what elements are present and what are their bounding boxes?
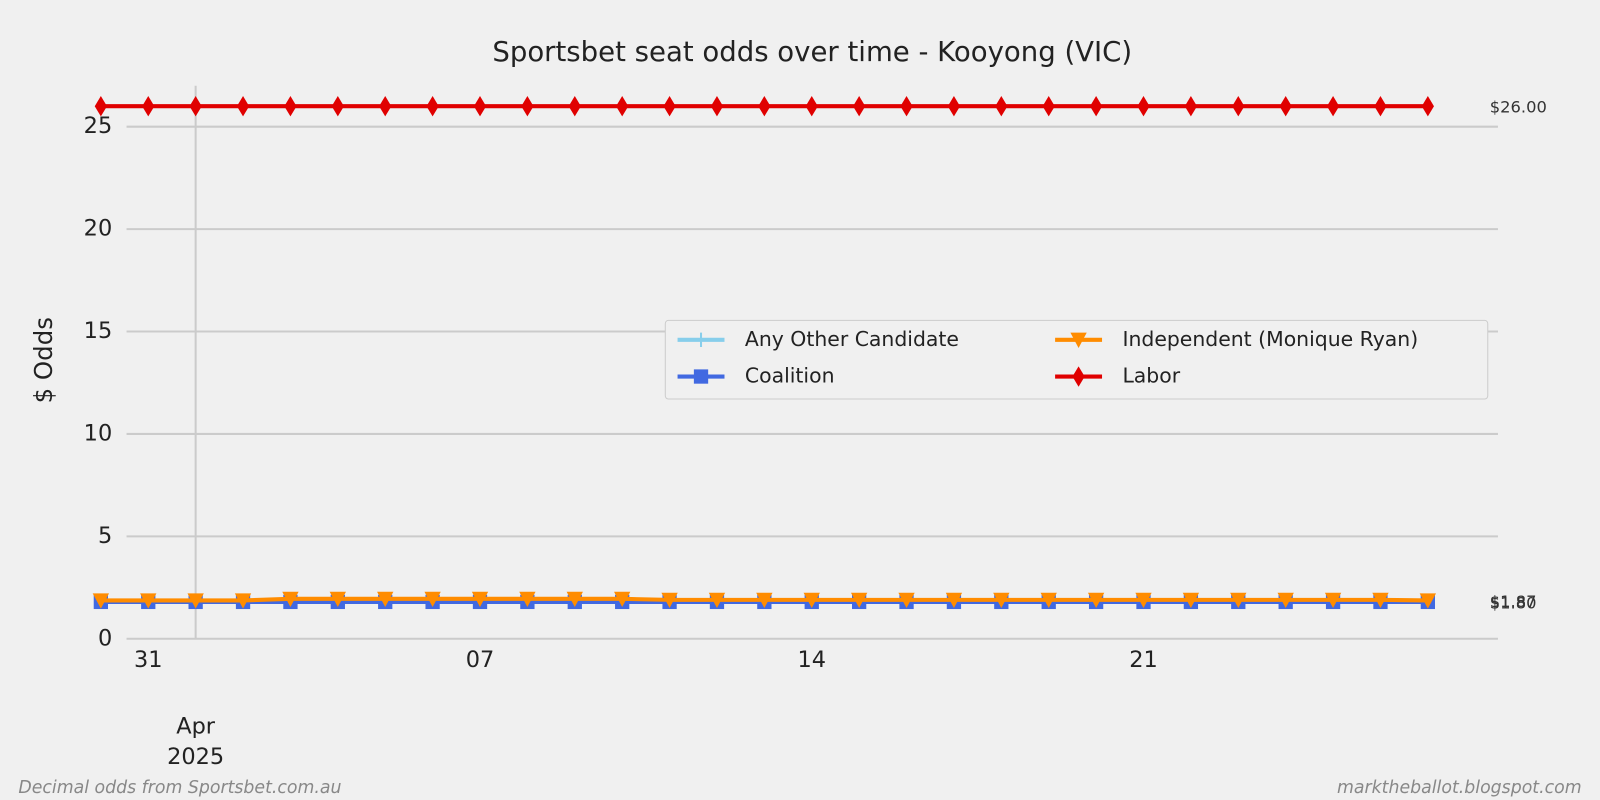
marker bbox=[614, 591, 631, 607]
marker bbox=[850, 592, 868, 609]
marker bbox=[616, 95, 629, 117]
legend-label: Coalition bbox=[745, 364, 835, 388]
y-tick-label: 10 bbox=[84, 420, 113, 446]
marker bbox=[1182, 592, 1200, 609]
marker bbox=[945, 592, 963, 609]
marker bbox=[379, 95, 392, 117]
marker bbox=[756, 592, 773, 609]
marker bbox=[661, 592, 678, 609]
marker bbox=[993, 592, 1010, 609]
marker bbox=[236, 95, 250, 117]
legend-label: Independent (Monique Ryan) bbox=[1122, 327, 1418, 351]
marker bbox=[663, 95, 676, 117]
marker bbox=[140, 593, 157, 609]
marker bbox=[189, 95, 202, 117]
legend: Any Other Candidate Coalition Independent … bbox=[664, 319, 1489, 400]
marker bbox=[234, 593, 252, 609]
marker bbox=[898, 592, 915, 609]
legend-label: Labor bbox=[1122, 364, 1180, 388]
marker bbox=[519, 591, 536, 607]
marker bbox=[1419, 593, 1437, 609]
marker bbox=[331, 95, 344, 117]
marker bbox=[94, 95, 107, 117]
marker bbox=[1279, 95, 1292, 117]
x-tick-label: 14 bbox=[797, 647, 826, 673]
marker bbox=[426, 95, 439, 117]
marker bbox=[805, 95, 818, 117]
end-label: $26.00 bbox=[1490, 98, 1547, 117]
footer-site: marktheballot.blogspot.com bbox=[1337, 778, 1582, 798]
marker bbox=[1087, 592, 1105, 609]
y-tick-label: 0 bbox=[98, 625, 112, 651]
legend-box bbox=[664, 319, 1489, 400]
marker bbox=[758, 95, 771, 117]
marker bbox=[1072, 366, 1085, 387]
marker bbox=[1324, 592, 1342, 609]
marker bbox=[471, 591, 489, 607]
y-tick-label: 15 bbox=[84, 318, 113, 344]
marker bbox=[566, 591, 583, 607]
marker bbox=[900, 95, 913, 117]
marker bbox=[1230, 592, 1247, 609]
marker bbox=[1232, 95, 1245, 117]
marker bbox=[282, 591, 299, 607]
x-tick-label: 07 bbox=[466, 647, 495, 673]
marker bbox=[853, 95, 866, 117]
marker bbox=[187, 593, 204, 609]
marker bbox=[142, 95, 155, 117]
marker bbox=[1421, 95, 1434, 117]
x-tick-label: 31 bbox=[134, 647, 163, 673]
marker bbox=[803, 592, 820, 609]
legend-label: Any Other Candidate bbox=[745, 327, 959, 351]
marker bbox=[1042, 95, 1055, 117]
end-label: $1.80 bbox=[1490, 593, 1537, 612]
marker bbox=[568, 95, 581, 117]
marker bbox=[1070, 332, 1087, 348]
marker bbox=[1184, 95, 1198, 117]
marker bbox=[473, 95, 487, 117]
marker bbox=[1326, 95, 1340, 117]
marker bbox=[284, 95, 297, 117]
marker bbox=[521, 95, 534, 117]
marker bbox=[693, 369, 709, 384]
x-tick-label: 21 bbox=[1129, 647, 1158, 673]
footer-source: Decimal odds from Sportsbet.com.au bbox=[18, 778, 341, 798]
marker bbox=[1089, 95, 1103, 117]
marker bbox=[377, 591, 394, 607]
marker bbox=[995, 95, 1008, 117]
marker bbox=[710, 95, 724, 117]
y-tick-label: 5 bbox=[98, 523, 112, 549]
marker bbox=[1137, 95, 1150, 117]
x-tick-label: Apr 2025 bbox=[167, 713, 224, 770]
y-tick-label: 25 bbox=[84, 113, 113, 139]
marker bbox=[424, 591, 441, 607]
y-tick-label: 20 bbox=[84, 216, 113, 242]
marker bbox=[708, 592, 726, 609]
marker bbox=[1374, 95, 1387, 117]
marker bbox=[1040, 592, 1057, 609]
end-label: $1.87 bbox=[1490, 592, 1537, 611]
chart-title: Sportsbet seat odds over time - Kooyong … bbox=[492, 36, 1132, 68]
marker bbox=[329, 591, 346, 607]
y-axis-label: $ Odds bbox=[29, 317, 58, 403]
marker bbox=[1372, 592, 1389, 609]
marker bbox=[1135, 592, 1152, 609]
marker bbox=[947, 95, 961, 117]
marker bbox=[92, 593, 110, 609]
marker bbox=[693, 332, 709, 347]
marker bbox=[1277, 592, 1294, 609]
